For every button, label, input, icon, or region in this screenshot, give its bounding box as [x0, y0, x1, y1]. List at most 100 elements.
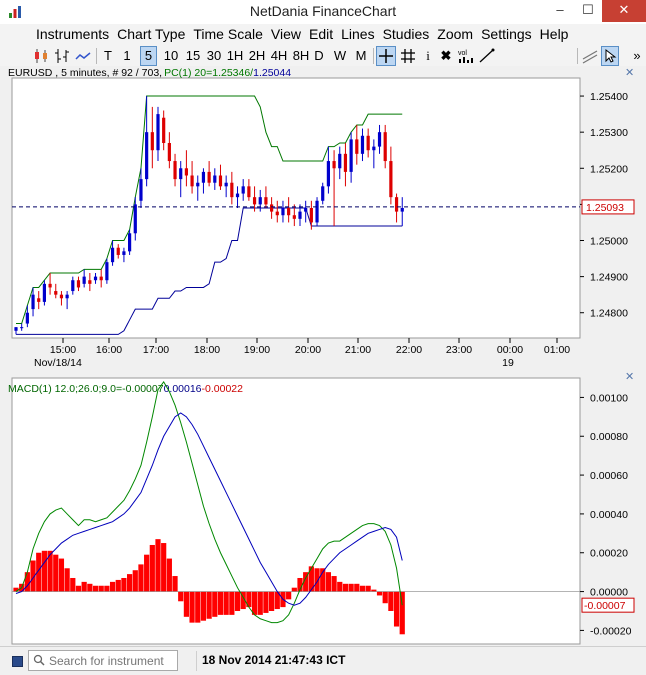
timeframe-15m-button[interactable]: 15 — [185, 48, 201, 63]
timeframe-1m-button[interactable]: 1 — [123, 48, 131, 63]
timeframe-day-button[interactable]: D — [314, 48, 324, 63]
menu-chart-type[interactable]: Chart Type — [117, 26, 186, 42]
macd-panel-close-icon[interactable]: ✕ — [625, 371, 634, 383]
line-chart-icon[interactable] — [73, 46, 93, 66]
candlestick-chart-icon[interactable] — [31, 46, 51, 66]
candle-body — [321, 186, 325, 201]
time-tick-label: 17:00 — [143, 344, 169, 356]
menu-studies[interactable]: Studies — [382, 26, 430, 42]
candle-body — [355, 139, 359, 154]
toolbar-overflow-button[interactable]: » — [633, 48, 641, 63]
toolbar-separator — [373, 48, 374, 64]
timeframe-1h-button[interactable]: 1H — [226, 48, 244, 63]
timeframe-4h-button[interactable]: 4H — [270, 48, 288, 63]
chart-canvas[interactable]: EURUSD , 5 minutes, # 92 / 703, PC(1) 20=… — [0, 66, 636, 646]
price-tick-label: 1.24800 — [590, 308, 628, 320]
title-bar: NetDania FinanceChart – ☐ ✕ — [0, 0, 646, 25]
menu-instruments[interactable]: Instruments — [36, 26, 110, 42]
macd-histogram-bar — [195, 591, 201, 623]
crosshair-icon[interactable] — [376, 46, 396, 66]
candle-body — [88, 280, 92, 284]
macd-histogram-bar — [166, 558, 172, 592]
candle-body — [59, 294, 64, 299]
minimize-button[interactable]: – — [556, 2, 564, 17]
candle-body — [366, 135, 370, 151]
macd-tick-label: 0.00060 — [590, 470, 628, 482]
macd-histogram-bar — [149, 544, 155, 592]
candle-body — [275, 211, 279, 216]
time-tick-label: 19:00 — [244, 344, 270, 356]
candle-body — [156, 114, 160, 151]
grid-icon[interactable] — [399, 46, 417, 66]
macd-tick-label: 0.00080 — [590, 431, 628, 443]
menu-help[interactable]: Help — [539, 26, 569, 42]
search-input[interactable] — [49, 652, 173, 669]
macd-series: -0.00007 — [12, 380, 635, 635]
candle-body — [14, 327, 18, 331]
candle-body — [65, 294, 69, 299]
price-panel-close-icon[interactable]: ✕ — [625, 67, 634, 79]
macd-histogram-bar — [376, 591, 383, 596]
candle-body — [42, 283, 46, 302]
timeframe-week-button[interactable]: W — [333, 48, 347, 63]
candle-body — [128, 233, 132, 252]
candle-body — [207, 171, 211, 183]
search-icon — [33, 654, 45, 666]
maximize-button[interactable]: ☐ — [582, 2, 594, 17]
volume-icon[interactable]: vol — [457, 46, 475, 66]
draw-line-icon[interactable] — [478, 46, 496, 66]
macd-histogram-bar — [183, 591, 189, 617]
macd-histogram-bar — [251, 591, 258, 615]
macd-header-value1: -0.00007 — [122, 383, 164, 395]
menu-edit[interactable]: Edit — [308, 26, 334, 42]
connection-status-icon[interactable] — [12, 656, 23, 667]
timeframe-30m-button[interactable]: 30 — [206, 48, 222, 63]
instrument-search-box[interactable] — [28, 650, 178, 671]
macd-header-value2: 0.00016 — [164, 383, 202, 395]
timeframe-8h-button[interactable]: 8H — [292, 48, 310, 63]
select-arrow-icon[interactable] — [601, 46, 619, 66]
macd-histogram-bar — [200, 591, 207, 621]
delete-icon[interactable]: ✖ — [440, 48, 452, 63]
macd-histogram-bar — [47, 550, 53, 592]
candle-body — [167, 143, 171, 162]
menu-settings[interactable]: Settings — [481, 26, 532, 42]
timeframe-5m-button[interactable]: 5 — [140, 46, 157, 66]
timeframe-2h-button[interactable]: 2H — [248, 48, 266, 63]
timeframe-10m-button[interactable]: 10 — [163, 48, 179, 63]
price-channel-upper-line — [16, 95, 403, 325]
time-tick-label: 23:00 — [446, 344, 472, 356]
info-icon[interactable]: i — [426, 48, 430, 63]
status-timestamp: 18 Nov 2014 21:47:43 ICT — [202, 653, 346, 667]
macd-histogram-bar — [297, 577, 303, 592]
menu-view[interactable]: View — [270, 26, 301, 42]
macd-current-label: -0.00007 — [584, 600, 626, 612]
menu-lines[interactable]: Lines — [341, 26, 375, 42]
macd-histogram-bar — [342, 583, 349, 592]
candle-body — [54, 291, 58, 295]
price-series: 1.25093 — [12, 95, 635, 335]
ohlc-bar-chart-icon[interactable] — [52, 46, 72, 66]
macd-histogram-bar — [24, 572, 30, 592]
candle-body — [247, 186, 251, 198]
macd-current-badge — [581, 597, 635, 613]
status-bar: 18 Nov 2014 21:47:43 ICT — [0, 646, 646, 675]
time-tick-label: 18:00 — [194, 344, 220, 356]
macd-histogram-bar — [161, 543, 167, 592]
parallel-lines-icon[interactable] — [580, 46, 600, 66]
macd-histogram-bar — [354, 583, 360, 592]
macd-histogram-bar — [240, 591, 246, 610]
candle-body — [99, 276, 103, 281]
macd-histogram-bar — [393, 591, 400, 627]
candle-body — [71, 280, 75, 292]
macd-histogram-bar — [36, 552, 42, 592]
macd-histogram-bar — [263, 591, 269, 613]
menu-zoom[interactable]: Zoom — [437, 26, 474, 42]
time-tick-label: 16:00 — [96, 344, 122, 356]
macd-histogram-bar — [155, 539, 161, 592]
menu-time-scale[interactable]: Time Scale — [193, 26, 263, 42]
timeframe-tick-button[interactable]: T — [104, 48, 112, 63]
close-button[interactable]: ✕ — [602, 0, 646, 22]
timeframe-month-button[interactable]: M — [355, 48, 367, 63]
candle-body — [241, 186, 245, 194]
